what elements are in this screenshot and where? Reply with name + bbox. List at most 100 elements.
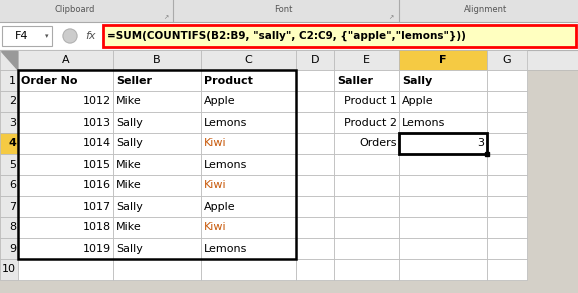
- Bar: [334, 196, 399, 217]
- Text: 3: 3: [477, 139, 484, 149]
- Bar: [0, 154, 18, 175]
- Bar: [334, 91, 399, 112]
- Text: Mike: Mike: [116, 159, 142, 169]
- Bar: [296, 50, 334, 70]
- Text: 1015: 1015: [83, 159, 111, 169]
- Text: Kiwi: Kiwi: [204, 222, 227, 233]
- Bar: [334, 112, 399, 133]
- Bar: [487, 196, 527, 217]
- Bar: [399, 112, 487, 133]
- Bar: [487, 133, 527, 154]
- Bar: [485, 152, 489, 156]
- Bar: [113, 133, 201, 154]
- Text: Product: Product: [204, 76, 253, 86]
- Text: 1018: 1018: [83, 222, 111, 233]
- Text: 6: 6: [9, 180, 16, 190]
- Bar: [201, 50, 296, 70]
- Text: 5: 5: [9, 159, 16, 169]
- Bar: [527, 70, 578, 293]
- Bar: [399, 154, 487, 175]
- Bar: [399, 238, 487, 259]
- Text: Mike: Mike: [116, 180, 142, 190]
- Bar: [18, 175, 113, 196]
- Text: Font: Font: [274, 4, 292, 13]
- Text: Mike: Mike: [116, 96, 142, 106]
- Bar: [399, 217, 487, 238]
- Bar: [296, 133, 334, 154]
- Bar: [0, 217, 18, 238]
- Text: Kiwi: Kiwi: [204, 180, 227, 190]
- Text: 7: 7: [9, 202, 16, 212]
- Bar: [0, 0, 578, 22]
- Bar: [113, 112, 201, 133]
- Bar: [399, 196, 487, 217]
- Bar: [201, 238, 296, 259]
- Bar: [487, 50, 527, 70]
- Bar: [0, 22, 578, 50]
- Bar: [399, 50, 487, 70]
- Text: G: G: [503, 55, 512, 65]
- Bar: [201, 91, 296, 112]
- Bar: [296, 91, 334, 112]
- Text: Saller: Saller: [337, 76, 373, 86]
- Text: B: B: [153, 55, 161, 65]
- Bar: [296, 259, 334, 280]
- Bar: [334, 259, 399, 280]
- Text: Order No: Order No: [21, 76, 77, 86]
- Bar: [296, 196, 334, 217]
- Text: Sally: Sally: [116, 243, 143, 253]
- Text: Clipboard: Clipboard: [55, 4, 95, 13]
- Bar: [399, 133, 487, 154]
- Text: Mike: Mike: [116, 222, 142, 233]
- Bar: [399, 133, 487, 154]
- Text: ↗: ↗: [388, 16, 394, 21]
- Bar: [0, 70, 18, 91]
- Text: Lemons: Lemons: [204, 159, 247, 169]
- Text: fx: fx: [85, 31, 95, 41]
- Bar: [201, 70, 296, 91]
- Bar: [18, 70, 296, 259]
- Bar: [487, 259, 527, 280]
- Bar: [113, 70, 201, 91]
- Bar: [0, 50, 18, 70]
- Text: 1017: 1017: [83, 202, 111, 212]
- Bar: [18, 259, 113, 280]
- Text: Apple: Apple: [204, 202, 236, 212]
- Bar: [201, 112, 296, 133]
- Bar: [399, 91, 487, 112]
- Text: 1016: 1016: [83, 180, 111, 190]
- Bar: [18, 70, 113, 91]
- Text: Sally: Sally: [116, 202, 143, 212]
- Bar: [18, 217, 113, 238]
- Bar: [487, 112, 527, 133]
- Bar: [0, 91, 18, 112]
- Text: Lemons: Lemons: [402, 117, 446, 127]
- Bar: [103, 25, 576, 47]
- Bar: [113, 217, 201, 238]
- Text: ↗: ↗: [163, 16, 168, 21]
- Bar: [334, 50, 399, 70]
- Text: 9: 9: [9, 243, 16, 253]
- Bar: [296, 175, 334, 196]
- Text: 4: 4: [8, 139, 16, 149]
- Bar: [334, 217, 399, 238]
- Text: Sally: Sally: [116, 139, 143, 149]
- Text: 1014: 1014: [83, 139, 111, 149]
- Bar: [18, 238, 113, 259]
- Text: Apple: Apple: [402, 96, 434, 106]
- Bar: [201, 154, 296, 175]
- Bar: [2, 26, 52, 46]
- Bar: [0, 175, 18, 196]
- Text: 3: 3: [9, 117, 16, 127]
- Text: 1012: 1012: [83, 96, 111, 106]
- Bar: [0, 196, 18, 217]
- Bar: [113, 196, 201, 217]
- Bar: [334, 175, 399, 196]
- Bar: [113, 154, 201, 175]
- Text: 1019: 1019: [83, 243, 111, 253]
- Polygon shape: [1, 51, 17, 69]
- Text: C: C: [244, 55, 253, 65]
- Bar: [334, 133, 399, 154]
- Text: D: D: [311, 55, 319, 65]
- Bar: [113, 50, 201, 70]
